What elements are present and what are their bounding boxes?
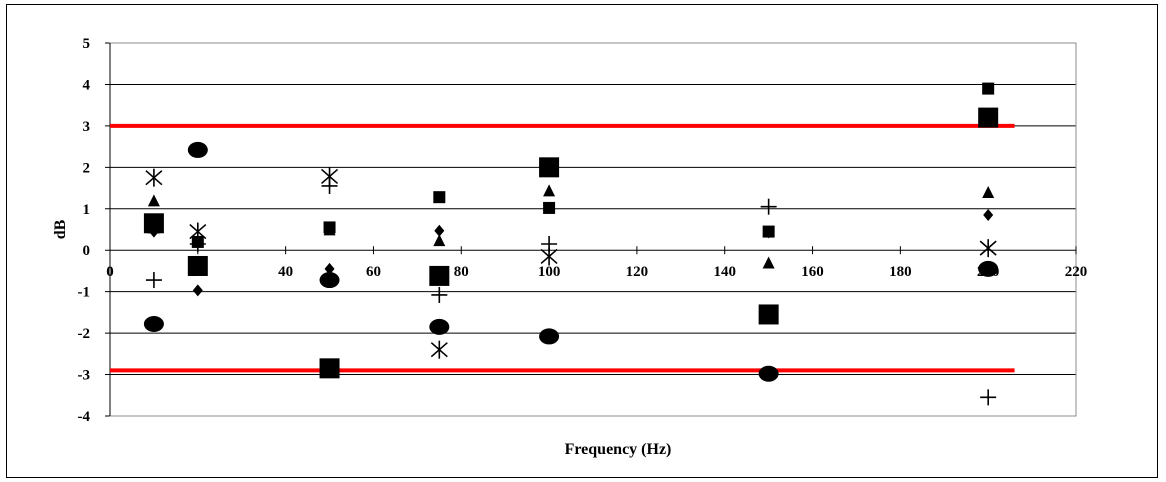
y-tick-label: -2 [78, 326, 91, 342]
data-point-plus [145, 272, 162, 289]
y-tick-label: -3 [78, 368, 91, 384]
chart-frame: -4-3-2-101234502040608010012014016018020… [6, 4, 1158, 478]
x-tick-label: 80 [454, 264, 469, 280]
data-point-asterisk [979, 239, 997, 258]
x-tick-label: 120 [626, 264, 649, 280]
y-tick-label: 2 [83, 160, 91, 176]
data-point-diamond [192, 284, 203, 297]
data-point-circle [187, 141, 208, 158]
y-tick-label: 5 [83, 36, 91, 52]
x-tick-label: 180 [889, 264, 912, 280]
data-point-square-large [319, 358, 340, 379]
data-point-square-small [762, 225, 775, 238]
y-tick-label: 1 [83, 202, 91, 218]
data-point-square-small [543, 201, 556, 214]
asterisk-stroke [145, 170, 163, 186]
data-point-circle [429, 318, 450, 335]
data-point-square-large [978, 107, 999, 128]
y-tick-label: -4 [78, 409, 91, 425]
asterisk-stroke [321, 168, 339, 185]
x-tick-label: 0 [106, 264, 114, 280]
data-point-circle [758, 365, 779, 382]
y-axis-title: dB [52, 219, 69, 239]
y-tick-label: 3 [83, 119, 91, 135]
y-tick-label: 0 [83, 243, 91, 259]
data-point-square-small [433, 191, 446, 204]
data-point-triangle [147, 194, 160, 207]
y-tick-label: -1 [78, 285, 91, 301]
data-point-layer [143, 82, 999, 406]
data-point-circle [978, 260, 999, 277]
data-point-square-large [758, 304, 779, 325]
data-point-plus [980, 389, 997, 406]
grid-layer [105, 42, 1076, 417]
plot-area-border [109, 42, 1077, 417]
y-tick-label: 4 [83, 77, 91, 93]
reference-line-layer [110, 123, 1015, 373]
data-point-square-large [539, 157, 560, 178]
asterisk-stroke [979, 240, 997, 256]
x-tick-label: 140 [713, 264, 736, 280]
x-tick-label: 60 [366, 264, 381, 280]
data-point-circle [319, 272, 340, 289]
data-point-circle [539, 328, 560, 345]
x-tick-label: 40 [278, 264, 293, 280]
data-point-triangle [543, 184, 556, 197]
data-point-square-large [143, 213, 164, 234]
x-tick-label: 220 [1065, 264, 1088, 280]
data-point-triangle [323, 223, 336, 236]
data-point-diamond [324, 262, 335, 275]
asterisk-stroke [189, 223, 207, 240]
data-point-square-large [187, 255, 208, 276]
data-point-square-small [982, 82, 995, 95]
x-axis-title: Frequency (Hz) [565, 441, 672, 458]
axis-layer [109, 42, 1077, 417]
asterisk-stroke [540, 248, 558, 265]
tick-label-layer: -4-3-2-101234502040608010012014016018020… [78, 36, 1088, 425]
data-point-plus [189, 236, 206, 253]
x-tick-label: 100 [538, 264, 561, 280]
data-point-triangle [433, 234, 446, 247]
data-point-diamond [983, 208, 994, 221]
data-point-circle [143, 315, 164, 332]
data-point-asterisk [145, 168, 163, 187]
data-point-triangle [982, 186, 995, 199]
data-point-plus [760, 198, 777, 215]
data-point-square-large [429, 265, 450, 286]
asterisk-stroke [430, 342, 448, 358]
data-point-plus [541, 236, 558, 253]
data-point-asterisk [430, 340, 448, 359]
x-tick-label: 160 [801, 264, 824, 280]
data-point-plus [321, 177, 338, 194]
scatter-chart: -4-3-2-101234502040608010012014016018020… [52, 36, 1088, 458]
data-point-diamond [434, 224, 445, 237]
data-point-plus [431, 286, 448, 303]
data-point-triangle [762, 256, 775, 269]
